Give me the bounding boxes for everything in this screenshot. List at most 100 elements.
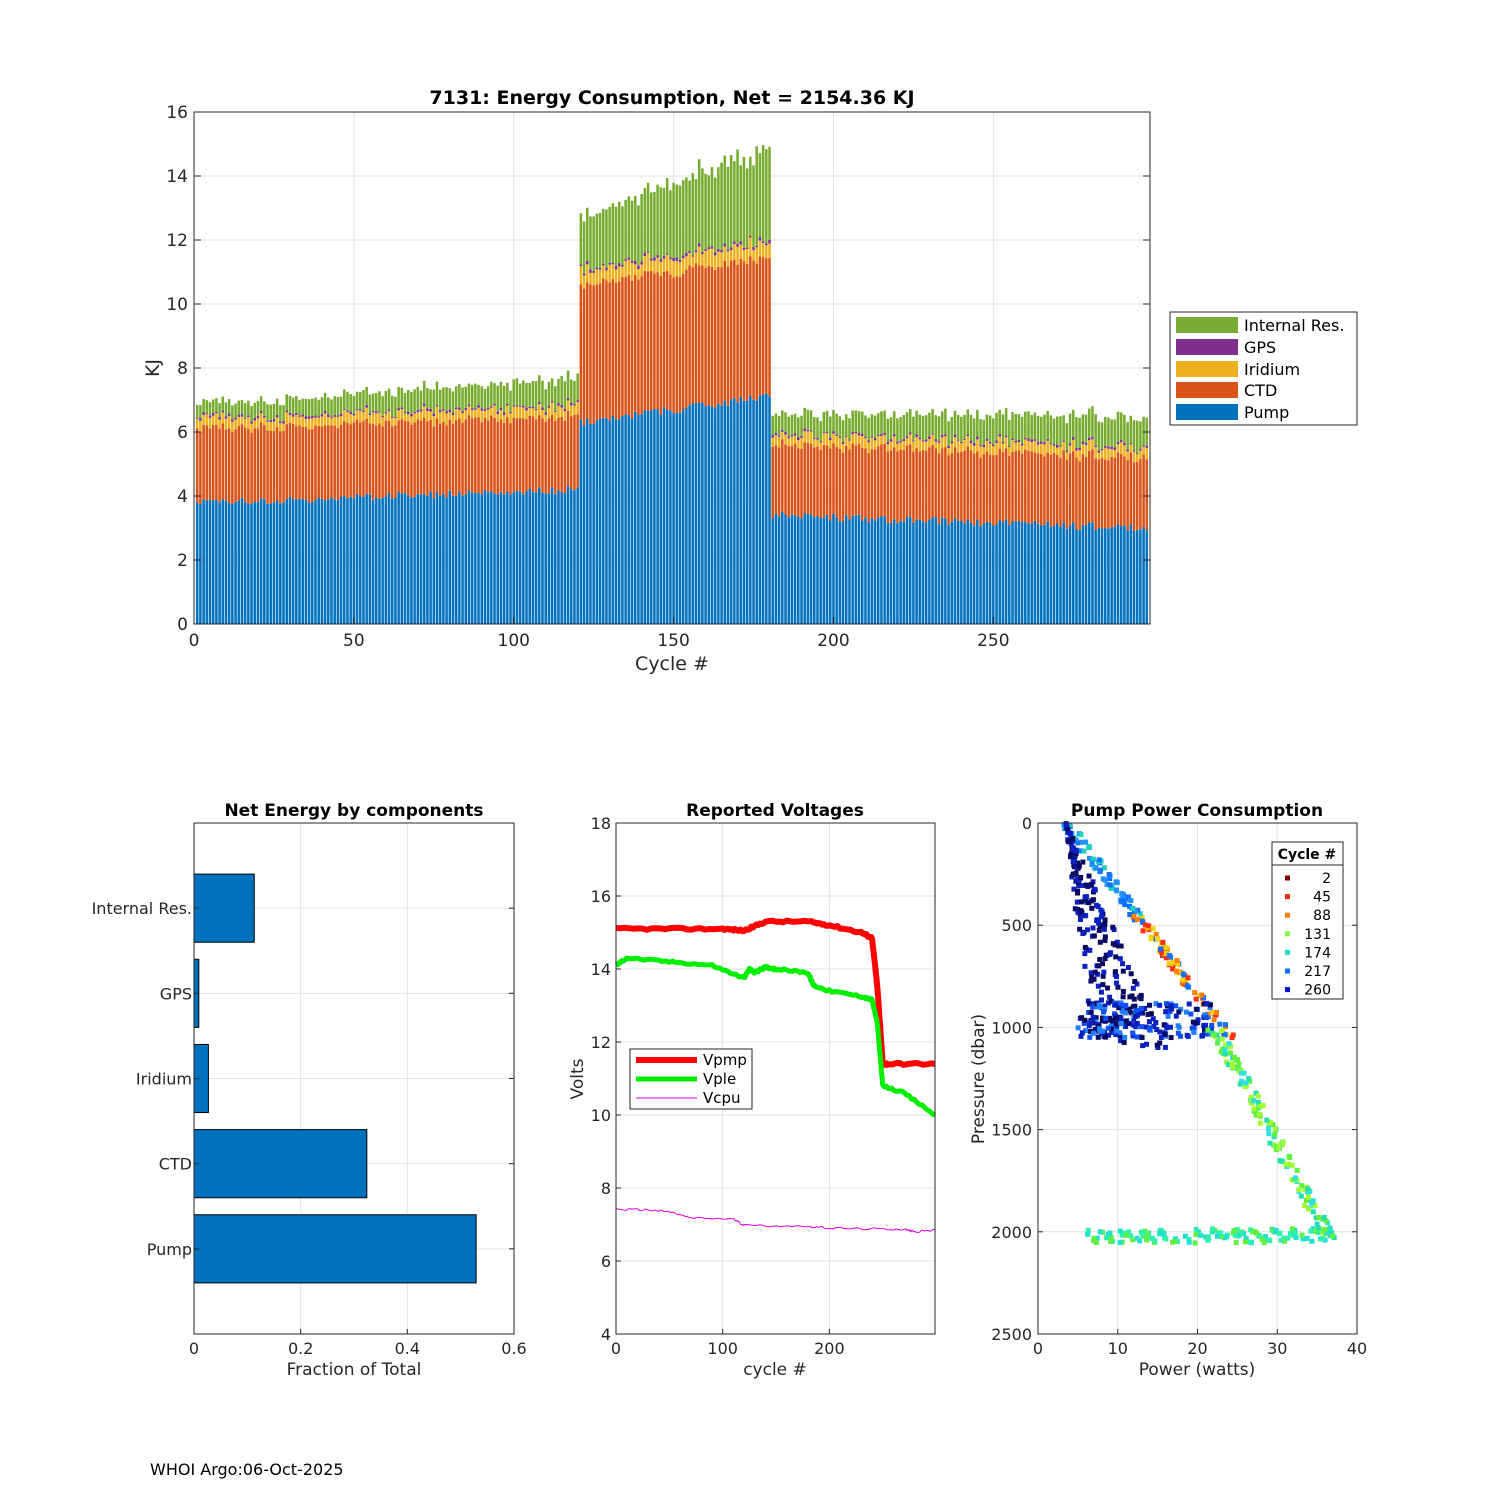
pump-power-point — [1167, 961, 1173, 967]
pump-power-point — [1277, 1158, 1283, 1164]
energy-bar-iridium — [637, 268, 640, 280]
energy-bar-iridium — [813, 438, 816, 448]
energy-bar-pump — [838, 521, 842, 624]
energy-bar-pump — [458, 491, 461, 624]
energy-bar-gps — [950, 441, 954, 444]
energy-bar-gps — [256, 415, 260, 419]
energy-bar-internal — [1084, 414, 1088, 443]
energy-bar-pump — [908, 517, 912, 624]
energy-bar-iridium — [841, 444, 845, 453]
components-category-label: Internal Res. — [92, 899, 192, 918]
energy-bar-iridium — [924, 441, 928, 451]
energy-bar-ctd — [595, 284, 599, 421]
pump-power-point — [1105, 1025, 1111, 1031]
energy-bar-gps — [221, 410, 225, 413]
energy-bar-ctd — [928, 447, 931, 520]
energy-bar-iridium — [640, 264, 643, 277]
energy-bar-gps — [611, 262, 615, 265]
voltages-ytick-label: 12 — [591, 1033, 611, 1052]
energy-bar-ctd — [758, 256, 762, 396]
pump-power-point — [1146, 923, 1152, 929]
energy-chart: 7131: Energy Consumption, Net = 2154.36 … — [142, 87, 1358, 675]
energy-bar-pump — [828, 520, 832, 624]
energy-bar-pump — [883, 515, 886, 624]
energy-bar-gps — [1107, 446, 1110, 449]
energy-bar-ctd — [940, 448, 944, 518]
energy-bar-internal — [681, 180, 685, 256]
energy-bar-ctd — [963, 450, 966, 524]
energy-bar-pump — [1100, 528, 1104, 624]
energy-bar-internal — [358, 392, 362, 410]
energy-bar-ctd — [419, 421, 423, 495]
energy-bar-internal — [902, 414, 906, 439]
energy-bar-gps — [1068, 443, 1072, 446]
pump-power-point — [1140, 1043, 1146, 1049]
pump-power-point — [1112, 942, 1118, 948]
energy-bar-ctd — [1017, 450, 1021, 521]
energy-bar-internal — [1097, 421, 1101, 451]
energy-bar-iridium — [1094, 447, 1097, 459]
pump-power-legend-marker — [1285, 949, 1290, 955]
pump-power-point — [1114, 980, 1120, 986]
pump-power-point — [1100, 1028, 1106, 1034]
energy-bar-iridium — [1075, 450, 1078, 458]
energy-bar-ctd — [787, 446, 790, 518]
energy-bar-pump — [413, 496, 416, 624]
energy-bar-internal — [346, 391, 349, 411]
energy-bar-ctd — [1011, 452, 1014, 522]
energy-bar-iridium — [720, 252, 723, 268]
components-category-label: Pump — [147, 1240, 192, 1259]
energy-bar-ctd — [659, 276, 663, 415]
energy-bar-internal — [646, 182, 650, 252]
energy-bar-pump — [813, 517, 816, 624]
energy-bar-iridium — [339, 416, 343, 426]
energy-bar-gps — [499, 408, 503, 411]
energy-bar-iridium — [707, 249, 711, 266]
energy-bar-iridium — [477, 407, 480, 418]
energy-bar-iridium — [1017, 442, 1021, 451]
energy-bar-internal — [678, 185, 682, 260]
energy-bar-pump — [387, 493, 391, 624]
pump-power-point — [1175, 1239, 1181, 1245]
voltages-xtick-label: 100 — [707, 1339, 738, 1358]
energy-bar-iridium — [490, 407, 493, 416]
energy-bar-pump — [483, 489, 487, 624]
energy-bar-internal — [515, 378, 519, 406]
pump-power-legend-marker — [1285, 912, 1290, 918]
energy-bar-pump — [358, 496, 362, 624]
energy-bar-pump — [1142, 526, 1145, 624]
pump-power-point — [1154, 1042, 1160, 1048]
energy-bar-gps — [486, 407, 490, 410]
energy-bar-ctd — [339, 425, 343, 497]
energy-bar-ctd — [307, 429, 311, 503]
energy-bar-pump — [1071, 522, 1075, 624]
pump-power-legend-marker — [1285, 875, 1290, 881]
energy-bar-pump — [339, 496, 343, 624]
energy-bar-ctd — [892, 447, 896, 520]
pump-power-point — [1258, 1103, 1264, 1109]
pump-power-ylabel: Pressure (dbar) — [969, 1014, 989, 1144]
pump-power-point — [1105, 1231, 1111, 1237]
energy-bar-pump — [307, 502, 311, 624]
energy-bar-pump — [713, 408, 717, 624]
energy-bar-pump — [1081, 525, 1085, 624]
energy-bar-iridium — [371, 412, 375, 424]
energy-bar-internal — [215, 398, 218, 412]
pump-power-point — [1207, 1002, 1213, 1008]
energy-bar-gps — [908, 432, 912, 435]
energy-bar-pump — [960, 521, 963, 624]
energy-bar-iridium — [368, 415, 372, 424]
energy-bar-iridium — [828, 440, 832, 449]
energy-bar-iridium — [410, 416, 413, 425]
pump-power-point — [1093, 865, 1099, 871]
energy-bar-pump — [480, 494, 484, 624]
energy-bar-ctd — [490, 415, 493, 492]
energy-bar-iridium — [976, 439, 979, 452]
pump-power-point — [1128, 1010, 1134, 1016]
pump-power-point — [1309, 1238, 1315, 1244]
energy-bar-iridium — [643, 255, 647, 271]
energy-bar-iridium — [742, 249, 746, 262]
pump-power-point — [1219, 1234, 1225, 1240]
pump-power-point — [1097, 939, 1103, 945]
